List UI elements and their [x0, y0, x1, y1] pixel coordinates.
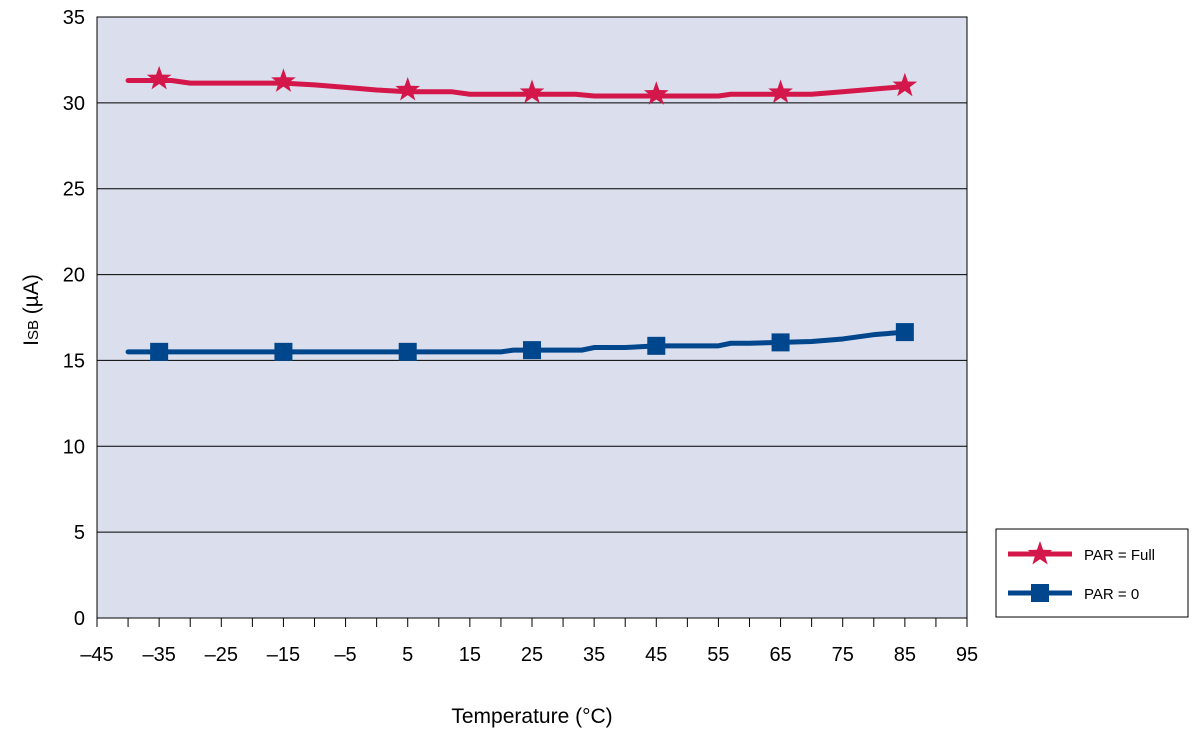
x-tick-label: 55: [707, 644, 729, 666]
star-marker: [519, 79, 545, 104]
x-tick-label: 15: [459, 644, 481, 666]
legend-box: [995, 528, 1189, 618]
y-tick-label: 0: [74, 608, 85, 630]
x-tick-label: –5: [334, 644, 356, 666]
x-tick-label: –35: [142, 644, 175, 666]
series-square: [125, 323, 914, 361]
legend-square-icon: [1031, 584, 1049, 602]
star-marker: [892, 72, 918, 97]
star-marker: [395, 76, 421, 101]
x-tick-label: 65: [769, 644, 791, 666]
x-tick-label: 45: [645, 644, 667, 666]
x-axis-title: Temperature (°C): [451, 705, 612, 728]
legend-label: PAR = 0: [1084, 586, 1139, 603]
x-tick-label: 75: [832, 644, 854, 666]
y-tick-label: 20: [63, 265, 85, 287]
legend-item: PAR = 0: [1008, 584, 1139, 603]
x-tick-label: 35: [583, 644, 605, 666]
y-axis-title-symbol: I: [20, 340, 43, 346]
y-tick-label: 10: [63, 436, 85, 458]
series-star: [125, 65, 918, 105]
star-marker: [643, 81, 669, 105]
square-marker: [647, 336, 666, 355]
star-marker: [271, 68, 296, 92]
series-line: [125, 78, 908, 99]
x-tick-label: 85: [894, 644, 916, 666]
y-tick-label: 25: [63, 179, 85, 201]
square-marker: [150, 342, 169, 361]
gridlines: [97, 102, 967, 533]
axes: [96, 618, 968, 627]
square-marker: [398, 342, 417, 361]
legend-label: PAR = Full: [1084, 547, 1155, 564]
x-tick-label: 5: [402, 644, 413, 666]
square-marker: [274, 342, 293, 361]
plot-area: [96, 16, 968, 619]
square-marker: [771, 333, 790, 352]
x-tick-label: –25: [205, 644, 238, 666]
x-tick-label: –15: [267, 644, 300, 666]
star-marker: [768, 79, 793, 104]
legend-item: PAR = Full: [1008, 541, 1155, 565]
square-marker: [523, 341, 541, 360]
x-tick-label: 95: [956, 644, 978, 666]
square-marker: [895, 323, 914, 342]
y-tick-label: 5: [74, 522, 85, 544]
y-axis-title: ISB (µA): [20, 274, 43, 346]
y-tick-label: 30: [63, 93, 85, 115]
y-axis-title-subscript: SB: [25, 320, 42, 340]
series-layer: [125, 65, 918, 361]
y-tick-label: 35: [63, 7, 85, 29]
y-axis-title-unit: (µA): [20, 274, 43, 320]
tick-labels: 0 5 10 15 20 25 30 35 –45 –35 –25 –15 –5 5 15 25 35 45 55 6…: [63, 7, 978, 666]
legend-star-icon: [1027, 541, 1053, 565]
x-tick-label: –45: [80, 644, 113, 666]
x-tick-label: 25: [521, 644, 543, 666]
star-marker: [146, 65, 172, 90]
legend: PAR = Full PAR = 0: [995, 528, 1189, 618]
y-tick-label: 15: [63, 350, 85, 372]
